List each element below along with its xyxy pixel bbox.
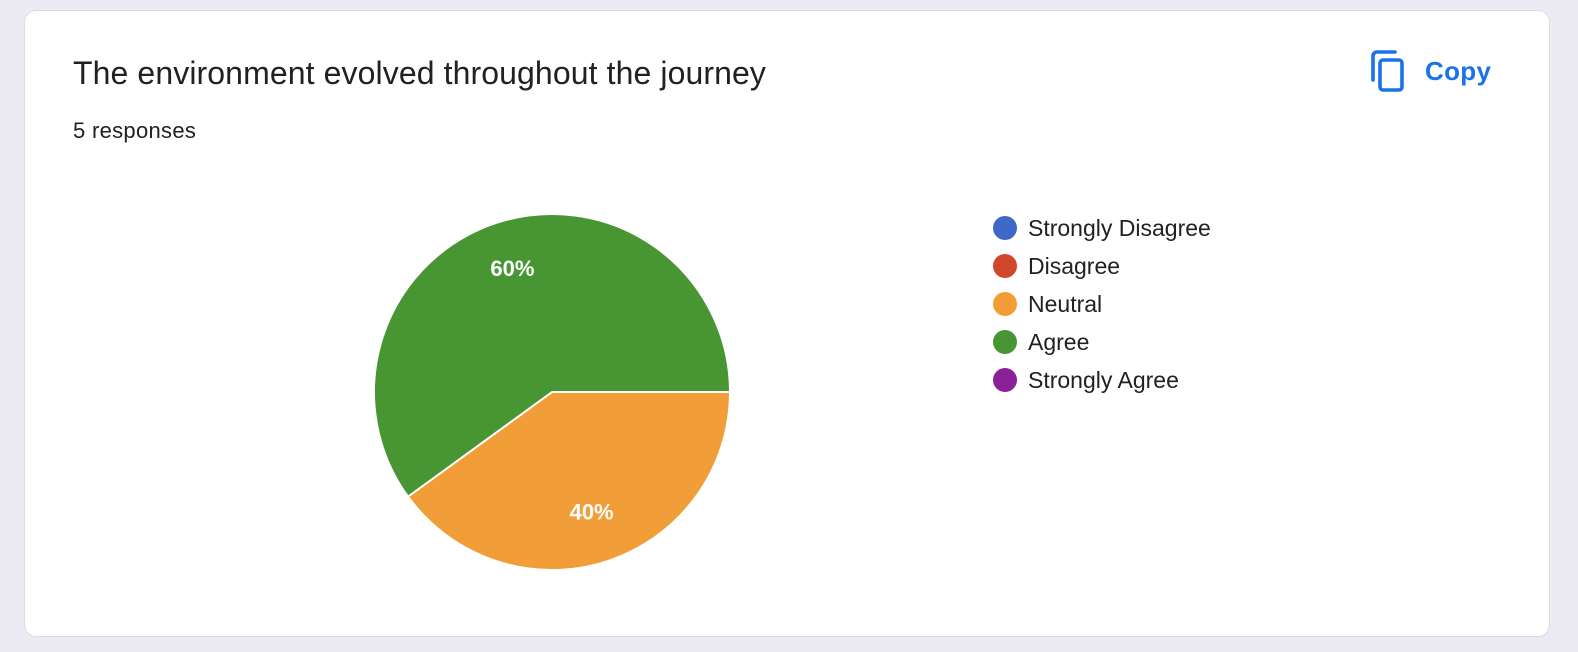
legend-item[interactable]: Strongly Agree [993, 361, 1211, 399]
pie-label-neutral: 40% [570, 500, 614, 525]
response-count: 5 responses [73, 118, 197, 143]
pie-slice-neutral[interactable] [406, 391, 732, 571]
copy-icon [1371, 50, 1404, 92]
legend-item[interactable]: Strongly Disagree [993, 209, 1211, 247]
copy-button[interactable]: Copy [1361, 47, 1499, 95]
legend-swatch [993, 292, 1017, 316]
copy-label: Copy [1425, 55, 1492, 86]
legend-label: Strongly Disagree [1028, 214, 1211, 241]
chart-card: The environment evolved throughout the j… [24, 10, 1550, 637]
legend-label: Disagree [1028, 252, 1121, 279]
legend-item[interactable]: Neutral [993, 285, 1211, 323]
legend-swatch [993, 216, 1017, 240]
pie-label-agree: 60% [490, 256, 534, 281]
legend-label: Neutral [1028, 290, 1103, 317]
chart-legend: Strongly Disagree Disagree Neutral Agree Str… [993, 209, 1211, 399]
legend-label: Agree [1028, 328, 1090, 355]
question-title: The environment evolved throughout the j… [73, 55, 767, 91]
pie-slice-agree[interactable] [373, 213, 732, 499]
legend-label: Strongly Agree [1028, 366, 1179, 393]
pie-chart: 40% 60% [373, 213, 732, 571]
legend-swatch [993, 330, 1017, 354]
legend-swatch [993, 368, 1017, 392]
legend-item[interactable]: Agree [993, 323, 1211, 361]
legend-swatch [993, 254, 1017, 278]
legend-item[interactable]: Disagree [993, 247, 1211, 285]
